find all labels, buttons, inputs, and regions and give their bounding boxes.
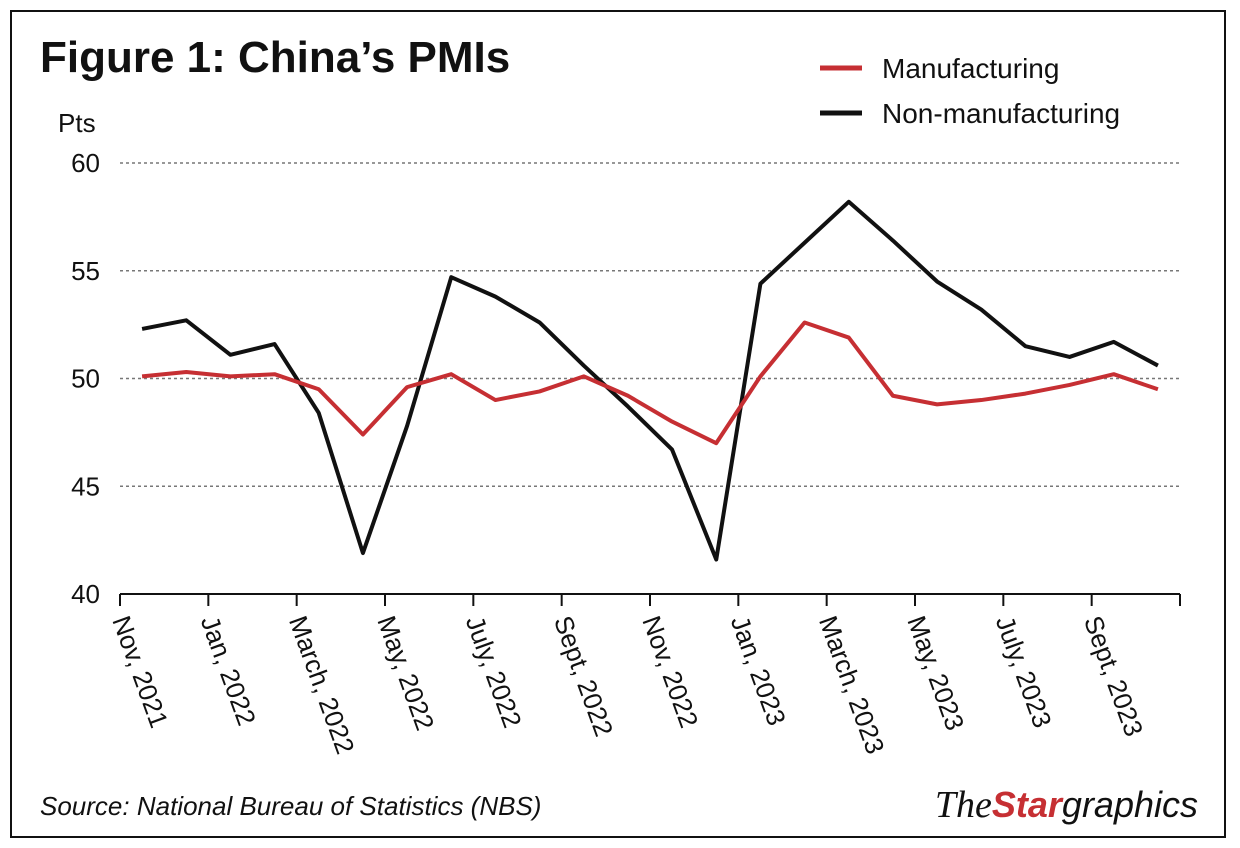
y-tick-label: 60 <box>71 148 100 178</box>
logo-star: Star <box>992 784 1064 825</box>
logo-graphics: graphics <box>1062 784 1198 825</box>
y-tick-label: 55 <box>71 256 100 286</box>
series-line <box>141 199 1159 562</box>
logo-the: The <box>935 784 992 826</box>
y-tick-label: 50 <box>71 364 100 394</box>
y-axis-label: Pts <box>58 108 96 138</box>
source: Source: National Bureau of Statistics (N… <box>40 791 541 821</box>
frame <box>10 10 1226 838</box>
y-tick-label: 45 <box>71 471 100 501</box>
chart-title: Figure 1: China’s PMIs <box>40 33 510 82</box>
legend-label: Manufacturing <box>882 53 1059 84</box>
series-line <box>141 320 1159 446</box>
logo: TheStargraphics <box>935 784 1198 826</box>
legend-label: Non-manufacturing <box>882 98 1120 129</box>
y-tick-label: 40 <box>71 579 100 609</box>
